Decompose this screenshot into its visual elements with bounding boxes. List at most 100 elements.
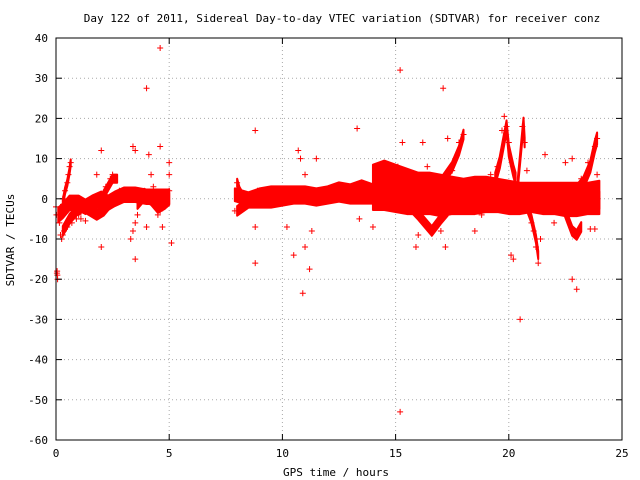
x-tick-label: 5 xyxy=(166,447,173,460)
data-point xyxy=(397,67,404,74)
data-point xyxy=(143,191,150,198)
data-point xyxy=(562,159,569,166)
data-point xyxy=(381,187,388,194)
data-point xyxy=(109,171,116,178)
data-point xyxy=(530,227,537,234)
data-point xyxy=(508,252,515,259)
data-point xyxy=(523,167,530,174)
data-point xyxy=(67,159,74,166)
data-point xyxy=(100,207,107,214)
data-point xyxy=(152,203,159,210)
data-point xyxy=(98,191,105,198)
data-point xyxy=(302,244,309,251)
data-point xyxy=(102,183,109,190)
data-point xyxy=(129,227,136,234)
data-point xyxy=(385,183,392,190)
x-tick-label: 0 xyxy=(53,447,60,460)
data-point xyxy=(111,191,118,198)
data-point xyxy=(401,199,408,206)
data-point xyxy=(166,171,173,178)
data-density-band xyxy=(525,201,540,261)
data-point xyxy=(236,187,243,194)
data-point xyxy=(268,199,275,206)
data-point xyxy=(107,175,114,182)
data-point xyxy=(555,203,562,210)
data-point xyxy=(442,244,449,251)
data-point xyxy=(392,193,399,200)
data-point xyxy=(299,290,306,297)
data-point xyxy=(129,143,136,150)
y-axis-ticks: 40 30 20 10 0 -10 -20 -30 -40 -50 -60 xyxy=(28,32,622,447)
data-point xyxy=(356,215,363,222)
data-point xyxy=(569,276,576,283)
data-point xyxy=(148,171,155,178)
data-point xyxy=(154,211,161,218)
data-point xyxy=(157,45,164,52)
data-point xyxy=(365,187,372,194)
data-point xyxy=(394,163,401,170)
data-point xyxy=(105,199,112,206)
data-point xyxy=(302,171,309,178)
data-point xyxy=(336,185,342,192)
data-point xyxy=(116,195,123,202)
data-point xyxy=(521,139,528,146)
data-point xyxy=(60,227,67,234)
data-point xyxy=(313,155,320,162)
data-point xyxy=(358,183,365,190)
data-point xyxy=(528,219,535,226)
data-point xyxy=(428,191,435,198)
x-tick-label: 25 xyxy=(615,447,628,460)
data-point xyxy=(478,211,485,218)
data-point xyxy=(487,171,494,178)
x-tick-label: 15 xyxy=(389,447,402,460)
data-point xyxy=(290,252,297,259)
y-tick-label: -20 xyxy=(28,273,48,286)
x-axis-label: GPS time / hours xyxy=(283,466,389,479)
data-point xyxy=(449,167,456,174)
data-point xyxy=(503,123,510,130)
data-point xyxy=(66,203,73,210)
data-density-band xyxy=(516,116,526,189)
data-point xyxy=(77,215,84,222)
data-point xyxy=(591,225,598,232)
data-point xyxy=(369,223,376,230)
data-point xyxy=(96,211,103,218)
y-tick-label: -60 xyxy=(28,434,48,447)
data-point xyxy=(374,195,381,202)
data-point xyxy=(252,260,259,267)
data-point xyxy=(157,143,164,150)
data-point xyxy=(354,125,361,132)
data-point xyxy=(163,195,170,202)
data-point xyxy=(143,223,150,230)
data-point xyxy=(424,163,431,170)
data-point xyxy=(86,207,93,214)
data-point xyxy=(252,127,259,134)
data-point xyxy=(437,227,444,234)
data-point xyxy=(542,151,549,158)
data-point xyxy=(145,151,152,158)
data-point xyxy=(399,139,406,146)
y-tick-label: 0 xyxy=(41,193,48,206)
data-point xyxy=(120,191,127,198)
data-point xyxy=(129,195,136,202)
data-point xyxy=(161,203,168,210)
data-density-band xyxy=(428,128,465,201)
data-point xyxy=(93,171,100,178)
data-density-band xyxy=(494,119,517,186)
data-point xyxy=(433,207,440,214)
data-point xyxy=(455,139,462,146)
data-density-band xyxy=(61,192,119,237)
data-point xyxy=(132,219,139,226)
data-point xyxy=(465,179,472,186)
data-point xyxy=(134,191,141,198)
data-point xyxy=(499,127,506,134)
data-point xyxy=(132,256,139,263)
data-point xyxy=(591,143,598,150)
data-point xyxy=(412,244,419,251)
data-point xyxy=(62,187,69,194)
data-point xyxy=(297,155,304,162)
data-point xyxy=(125,187,132,194)
y-tick-label: 10 xyxy=(35,153,48,166)
